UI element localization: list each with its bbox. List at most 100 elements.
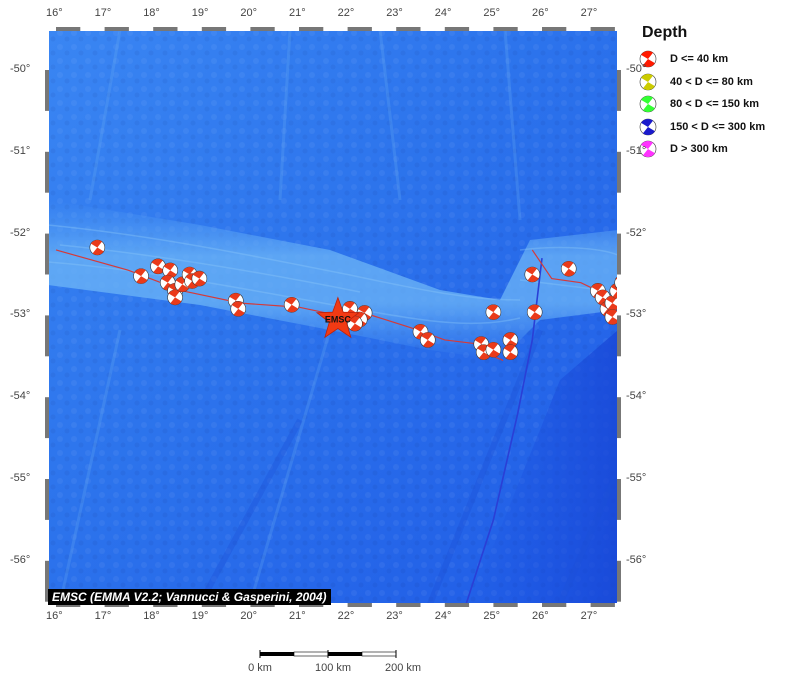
x-tick-label-top: 16° (46, 7, 63, 19)
x-tick-label-top: 21° (289, 7, 306, 19)
x-tick-label-bottom: 24° (434, 610, 452, 622)
earthquake-beachball[interactable] (230, 301, 247, 317)
frame-tick (617, 397, 621, 439)
frame-tick (104, 603, 129, 607)
y-tick-label-right: -50° (626, 63, 647, 75)
legend-beachball (639, 95, 657, 113)
beachball-icon (639, 50, 657, 68)
x-tick-label-bottom: 17° (94, 610, 112, 622)
earthquake-beachball[interactable] (502, 344, 519, 361)
legend-item-label: 80 < D <= 150 km (670, 98, 759, 111)
earthquake-beachball[interactable] (485, 341, 502, 358)
frame-tick (396, 603, 421, 607)
earthquake-beachball[interactable] (133, 268, 149, 284)
earthquake-beachball[interactable] (283, 296, 300, 313)
frame-tick (542, 27, 567, 31)
y-tick-label-left: -54° (10, 390, 31, 403)
frame-tick (542, 603, 567, 607)
earthquake-beachball[interactable] (560, 260, 577, 277)
frame-tick (201, 603, 227, 607)
x-tick-label-top: 20° (240, 7, 258, 19)
x-tick-label-bottom: 27° (580, 610, 598, 622)
frame-tick (45, 479, 49, 520)
earthquake-beachball[interactable] (524, 266, 541, 283)
earthquake-beachball[interactable] (167, 289, 183, 306)
earthquake-beachball[interactable] (89, 239, 106, 256)
y-tick-label-right: -51° (626, 144, 647, 157)
beachball-icon (639, 140, 657, 158)
y-tick-label-right: -52° (626, 226, 647, 239)
y-tick-label-right: -54° (626, 390, 647, 403)
earthquake-beachball[interactable] (150, 258, 166, 275)
frame-tick (617, 233, 621, 275)
depth-legend: Depth D <= 40 km 40 < D <= 80 km 80 < D <=… (638, 24, 787, 161)
frame-tick (590, 603, 615, 607)
main-event-label: EMSC (325, 314, 352, 324)
legend-item-label: D > 300 km (670, 143, 728, 156)
legend-beachball (639, 73, 657, 91)
beachball-icon (639, 118, 657, 136)
legend-title: Depth (642, 24, 688, 41)
x-tick-label-bottom: 22° (337, 610, 355, 622)
credit-label: EMSC (EMMA V2.2; Vannucci & Gasperini, 2… (48, 589, 331, 605)
frame-tick (250, 27, 275, 31)
x-tick-label-bottom: 26° (532, 610, 549, 622)
x-tick-label-top: 18° (143, 7, 160, 19)
frame-tick (299, 603, 324, 607)
legend-item: D <= 40 km (638, 48, 787, 71)
main-event: EMSC (315, 296, 360, 339)
frame-tick (153, 603, 178, 607)
legend-item-label: 40 < D <= 80 km (670, 75, 753, 88)
y-tick-label-right: -56° (626, 553, 647, 566)
beachball-icon (639, 95, 657, 113)
x-tick-label-top: 19° (191, 7, 209, 19)
frame-tick (299, 27, 324, 31)
frame-tick (104, 27, 129, 31)
earthquake-beachball[interactable] (604, 309, 620, 325)
earthquake-beachball[interactable] (191, 270, 208, 287)
frame-tick (56, 27, 81, 31)
scale-label-0: 0 km (248, 662, 272, 674)
frame-tick (444, 603, 470, 607)
earthquake-beachball[interactable] (485, 304, 502, 320)
frame-tick (45, 560, 49, 602)
y-tick-label-right: -53° (626, 308, 647, 321)
x-tick-label-top: 24° (434, 7, 452, 19)
frame-tick (45, 70, 49, 111)
legend-item: 150 < D <= 300 km (638, 116, 787, 139)
legend-item: 40 < D <= 80 km (638, 71, 787, 94)
earthquake-beachball[interactable] (502, 332, 519, 348)
earthquake-beachball[interactable] (526, 304, 543, 320)
y-tick-label-left: -56° (10, 553, 31, 566)
x-tick-label-top: 27° (580, 7, 598, 19)
frame-tick (250, 603, 275, 607)
x-tick-label-bottom: 20° (240, 610, 258, 622)
legend-beachball (639, 50, 657, 68)
main-event-star-icon[interactable] (315, 296, 360, 339)
frame-tick (396, 27, 421, 31)
x-tick-label-top: 26° (532, 7, 549, 19)
frame-tick (617, 151, 621, 193)
earthquake-beachball[interactable] (419, 332, 436, 348)
y-tick-label-left: -52° (10, 226, 31, 239)
frame-tick (617, 315, 621, 357)
frame-ticks (45, 27, 621, 607)
x-tick-label-top: 23° (386, 7, 403, 19)
frame-tick (45, 233, 49, 275)
frame-tick (493, 603, 518, 607)
frame-tick (45, 315, 49, 357)
frame-tick (617, 70, 621, 111)
x-tick-label-bottom: 16° (46, 610, 63, 622)
y-tick-label-left: -53° (10, 308, 31, 321)
frame-tick (493, 27, 518, 31)
x-tick-label-bottom: 23° (386, 610, 403, 622)
y-tick-label-left: -55° (10, 472, 31, 484)
legend-item: D > 300 km (638, 138, 787, 161)
legend-beachball (639, 118, 657, 136)
x-tick-label-bottom: 21° (289, 610, 306, 622)
legend-item: 80 < D <= 150 km (638, 93, 787, 116)
earthquake-events (89, 239, 620, 361)
frame-tick (444, 27, 470, 31)
